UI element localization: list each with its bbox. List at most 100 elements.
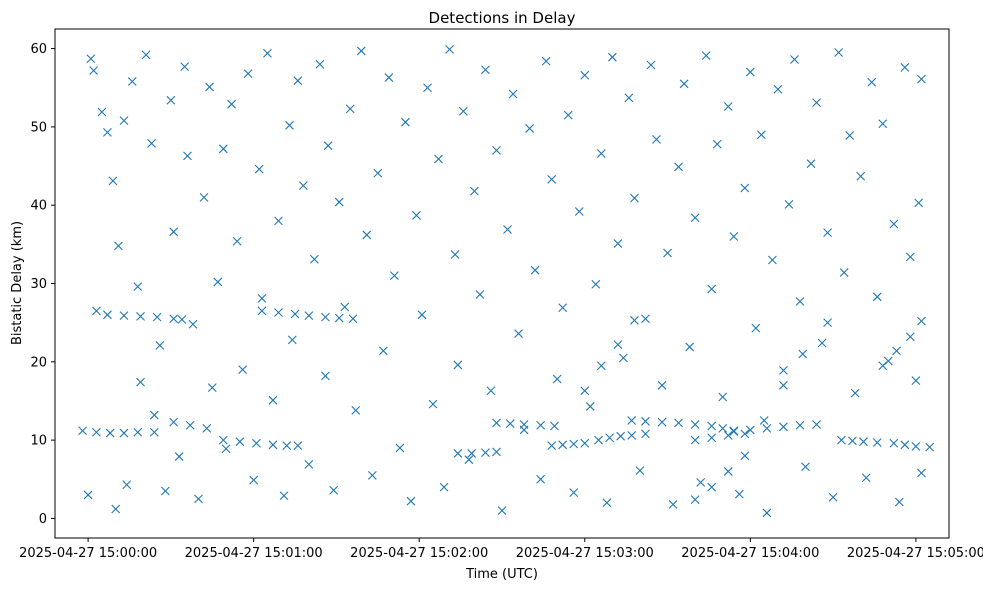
data-point: [453, 449, 463, 458]
x-tick-label: 2025-04-27 15:05:00: [847, 546, 983, 561]
data-point: [845, 131, 855, 140]
data-point: [889, 219, 899, 229]
data-point: [635, 466, 645, 476]
data-point: [790, 55, 799, 64]
data-point: [834, 48, 844, 57]
y-tick-label: 30: [30, 277, 47, 292]
y-tick-label: 20: [30, 355, 47, 370]
data-point: [878, 361, 888, 371]
data-point: [141, 50, 151, 60]
data-point: [690, 495, 700, 505]
data-point: [550, 421, 559, 431]
data-point: [696, 478, 706, 487]
data-point: [712, 139, 722, 149]
data-point: [221, 444, 231, 454]
data-point: [323, 141, 333, 151]
data-point: [569, 439, 579, 449]
data-point: [298, 181, 308, 191]
data-point: [823, 228, 832, 237]
plot-area: [55, 29, 949, 538]
data-point: [547, 174, 557, 184]
data-point: [914, 198, 924, 208]
data-point: [837, 435, 846, 445]
data-point: [872, 438, 882, 447]
data-point: [690, 435, 700, 445]
data-point: [279, 491, 289, 501]
data-point: [707, 421, 717, 431]
data-point: [514, 329, 523, 339]
data-point: [108, 176, 118, 186]
data-point: [646, 60, 656, 70]
plot-frame: [54, 28, 950, 539]
data-point: [417, 310, 427, 320]
data-point: [641, 416, 650, 426]
data-point: [199, 192, 209, 202]
data-point: [202, 423, 212, 433]
data-point: [348, 314, 358, 324]
data-point: [83, 490, 93, 500]
y-axis-ticks: 0 10 20 30 40 50 60: [30, 42, 55, 527]
data-point: [773, 84, 783, 94]
data-point: [287, 335, 297, 345]
data-point: [389, 271, 399, 281]
data-point: [605, 433, 614, 443]
data-point: [89, 66, 99, 75]
data-point: [180, 62, 190, 71]
data-point: [345, 104, 355, 114]
data-point: [861, 473, 871, 483]
data-point: [321, 312, 330, 322]
data-point: [492, 418, 501, 428]
data-point: [133, 427, 143, 437]
data-point: [412, 210, 421, 220]
data-point: [905, 332, 915, 342]
data-point: [103, 127, 112, 137]
data-point: [768, 255, 777, 265]
data-point: [188, 319, 198, 329]
data-point: [547, 441, 557, 450]
data-point: [745, 67, 755, 77]
data-point: [541, 56, 551, 66]
data-point: [723, 431, 733, 440]
data-point: [268, 440, 278, 450]
data-point: [232, 236, 242, 246]
data-point: [723, 467, 733, 476]
data-point: [458, 106, 468, 116]
data-point: [627, 416, 637, 425]
data-point: [828, 492, 838, 502]
data-point: [497, 506, 507, 515]
data-point: [155, 340, 165, 350]
data-point: [859, 437, 868, 447]
data-point: [257, 293, 267, 303]
data-point: [340, 302, 350, 312]
x-tick-label: 2025-04-27 15:04:00: [681, 546, 819, 561]
data-point: [434, 154, 443, 164]
data-point: [812, 98, 821, 107]
data-point: [594, 435, 603, 445]
data-point: [122, 480, 132, 490]
data-point: [812, 420, 821, 429]
data-point: [707, 284, 717, 294]
data-point: [759, 416, 769, 425]
data-point: [475, 290, 485, 299]
data-point: [657, 417, 667, 427]
data-point: [304, 311, 314, 320]
data-point: [453, 360, 463, 370]
x-tick-label: 2025-04-27 15:00:00: [19, 546, 157, 561]
data-point: [152, 312, 162, 322]
data-point: [439, 482, 449, 492]
data-point: [282, 441, 292, 450]
y-tick-label: 50: [30, 120, 47, 135]
data-point: [558, 440, 568, 450]
data-point: [580, 386, 590, 396]
data-point: [613, 239, 623, 248]
data-point: [315, 59, 325, 69]
data-point: [900, 440, 910, 450]
data-point: [213, 277, 223, 287]
data-point: [274, 308, 283, 317]
data-points: [78, 44, 935, 518]
data-point: [630, 193, 639, 203]
data-point: [674, 418, 683, 428]
data-point: [718, 423, 728, 433]
data-point: [624, 93, 634, 103]
data-point: [740, 451, 750, 461]
